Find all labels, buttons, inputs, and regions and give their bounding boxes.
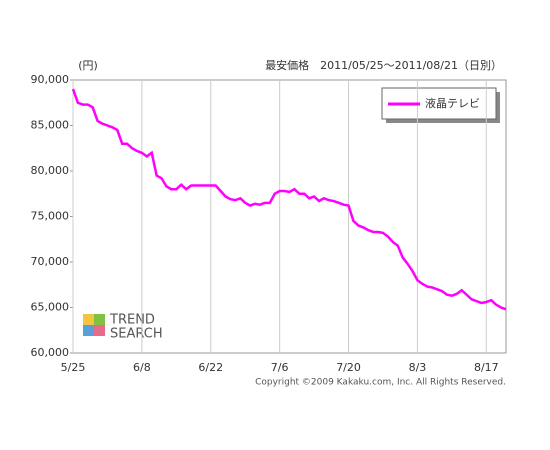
- x-tick-label: 8/17: [474, 361, 499, 374]
- copyright: Copyright ©2009 Kakaku.com, Inc. All Rig…: [255, 378, 506, 388]
- x-tick-label: 6/8: [133, 361, 151, 374]
- y-tick-label: 90,000: [31, 73, 70, 86]
- logo-text: SEARCH: [110, 327, 163, 342]
- y-tick-label: 85,000: [31, 119, 70, 132]
- y-tick-label: 60,000: [31, 346, 70, 359]
- chart-title: 最安価格 2011/05/25〜2011/08/21（日別）: [265, 58, 502, 72]
- logo-text: TREND: [109, 313, 155, 328]
- y-tick-label: 75,000: [31, 210, 70, 223]
- x-tick-label: 5/25: [61, 361, 86, 374]
- x-tick-label: 8/3: [409, 361, 427, 374]
- y-tick-label: 65,000: [31, 301, 70, 314]
- plot-area: [72, 79, 507, 354]
- y-tick-label: 70,000: [31, 255, 70, 268]
- legend-label: 液晶テレビ: [425, 96, 480, 110]
- unit-label: (円): [78, 59, 98, 72]
- x-tick-label: 7/6: [271, 361, 289, 374]
- line: [71, 88, 507, 311]
- logo: TREND SEARCH: [83, 313, 163, 342]
- x-tick-label: 6/22: [198, 361, 223, 374]
- y-tick-label: 80,000: [31, 164, 70, 177]
- x-tick-label: 7/20: [336, 361, 361, 374]
